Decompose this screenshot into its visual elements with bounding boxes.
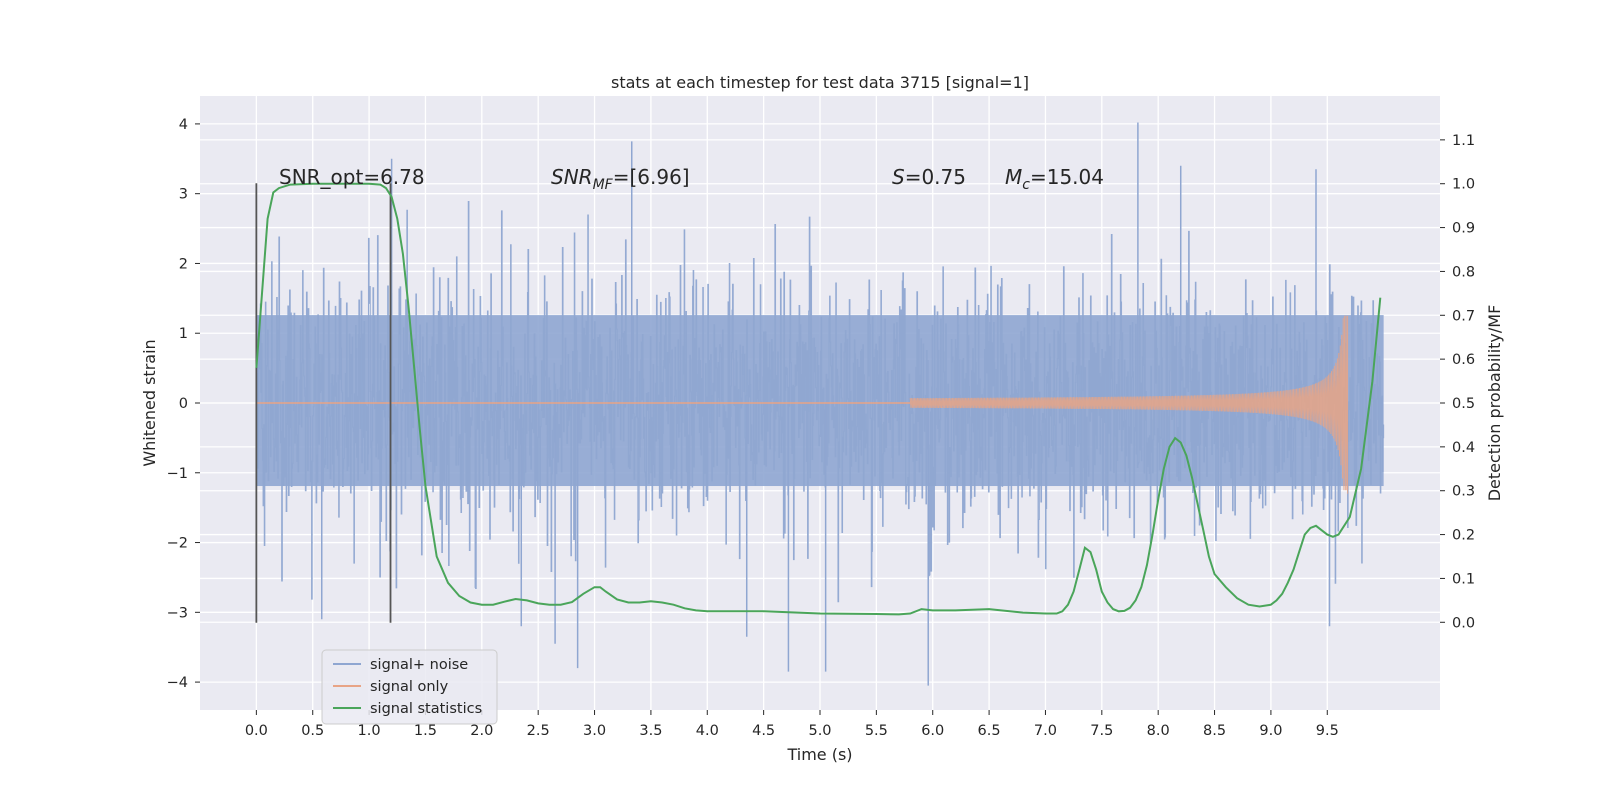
y-tick-label: −3 (167, 605, 188, 621)
noise-trace (255, 200, 1385, 603)
annotation-mc-value: =15.04 (1030, 165, 1104, 189)
right-tick-label: 0.6 (1452, 352, 1475, 368)
vertical-markers (255, 183, 392, 623)
y-axis-right-ticks: 1.1 1.0 0.9 0.8 0.7 0.6 0.5 0.4 0.3 0.2 0.1 0.0 (1440, 133, 1475, 631)
legend: signal+ noise signal only signal statist… (321, 649, 498, 725)
y-tick-label: 4 (179, 117, 188, 133)
right-tick-label: 0.0 (1452, 615, 1475, 631)
series-signal-only (256, 315, 1349, 494)
x-tick-label: 7.5 (1090, 723, 1113, 739)
x-tick-label: 1.0 (358, 723, 381, 739)
y-tick-label: 0 (179, 396, 188, 412)
x-tick-label: 3.0 (583, 723, 606, 739)
annotation-snr-opt: SNR_opt=6.78 (279, 165, 425, 189)
y-axis-left-ticks: 4 3 2 1 0 −1 −2 −3 −4 (167, 117, 200, 691)
legend-box (321, 649, 498, 725)
x-tick-label: 9.5 (1316, 723, 1339, 739)
y-tick-label: 3 (179, 187, 188, 203)
legend-label-signal-only: signal only (370, 679, 449, 695)
y-tick-label: −4 (167, 675, 188, 691)
y-tick-label: 1 (179, 326, 188, 342)
x-tick-label: 4.0 (696, 723, 719, 739)
y-axis-right-label: Detection probability/MF (1485, 305, 1504, 502)
annotation-s: S=0.75 (892, 165, 966, 189)
right-tick-label: 0.2 (1452, 528, 1475, 544)
right-tick-label: 0.4 (1452, 440, 1475, 456)
legend-label-signal-statistics: signal statistics (370, 701, 482, 717)
x-tick-label: 6.5 (978, 723, 1001, 739)
x-tick-label: 4.5 (752, 723, 775, 739)
annotation-mc-symbol: M (1005, 165, 1022, 189)
right-tick-label: 1.1 (1452, 133, 1475, 149)
annotation-snr-mf-subscript: MF (593, 177, 614, 193)
x-tick-label: 0.5 (301, 723, 324, 739)
x-tick-label: 5.0 (808, 723, 831, 739)
annotation-mc: Mc=15.04 (1005, 165, 1104, 193)
x-tick-label: 2.5 (527, 723, 550, 739)
annotation-snr-mf-symbol: SNR (551, 165, 593, 189)
right-tick-label: 0.7 (1452, 308, 1475, 324)
annotation-snr-mf: SNRMF=[6.96] (551, 165, 690, 193)
y-tick-label: 2 (179, 256, 188, 272)
x-tick-label: 7.0 (1034, 723, 1057, 739)
x-tick-label: 8.0 (1147, 723, 1170, 739)
x-tick-label: 6.0 (921, 723, 944, 739)
y-tick-label: −1 (167, 466, 188, 482)
right-tick-label: 0.8 (1452, 264, 1475, 280)
x-tick-label: 9.0 (1259, 723, 1282, 739)
x-tick-label: 8.5 (1203, 723, 1226, 739)
statistics-line (255, 182, 1382, 616)
x-axis-label: Time (s) (786, 745, 852, 764)
annotation-mc-subscript: c (1022, 177, 1030, 193)
series-signal-statistics (255, 182, 1382, 616)
y-axis-left-label: Whitened strain (140, 339, 159, 466)
x-tick-label: 2.0 (470, 723, 493, 739)
right-tick-label: 1.0 (1452, 177, 1475, 193)
right-tick-label: 0.9 (1452, 221, 1475, 237)
chart-title: stats at each timestep for test data 371… (611, 73, 1029, 92)
legend-label-signal-noise: signal+ noise (370, 657, 468, 673)
x-tick-label: 0.0 (245, 723, 268, 739)
x-tick-label: 3.5 (639, 723, 662, 739)
annotation-s-symbol: S (892, 165, 905, 189)
x-tick-label: 1.5 (414, 723, 437, 739)
x-tick-label: 5.5 (865, 723, 888, 739)
x-axis-ticks: 0.0 0.5 1.0 1.5 2.0 2.5 3.0 3.5 4.0 4.5 5.0 5.5 6.0 6… (245, 710, 1339, 739)
annotation-snr-mf-value: =[6.96] (613, 165, 690, 189)
right-tick-label: 0.5 (1452, 396, 1475, 412)
annotation-s-value: =0.75 (905, 165, 966, 189)
y-tick-label: −2 (167, 536, 188, 552)
signal-chirp (909, 315, 1349, 494)
right-tick-label: 0.1 (1452, 571, 1475, 587)
right-tick-label: 0.3 (1452, 484, 1475, 500)
